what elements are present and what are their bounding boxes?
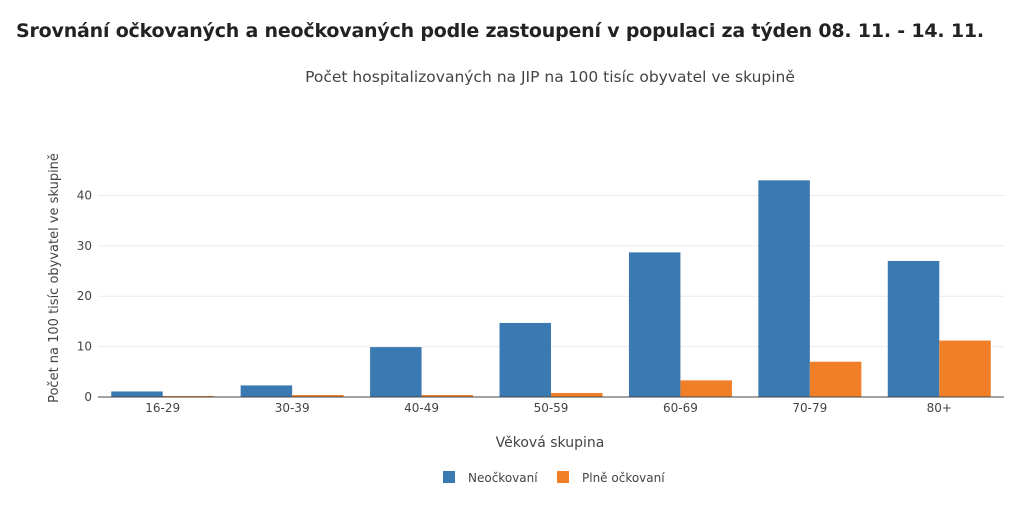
bars	[111, 180, 991, 397]
x-tick-label: 80+	[927, 401, 952, 415]
bar-plne-ockovani-50-59[interactable]	[551, 392, 603, 397]
x-tick-label: 50-59	[534, 401, 569, 415]
y-axis-ticks: 0 10 20 30 40	[77, 188, 92, 404]
bar-neockovani-70-79[interactable]	[758, 180, 810, 397]
x-tick-label: 70-79	[792, 401, 827, 415]
legend-label[interactable]: Plně očkovaní	[582, 471, 665, 485]
bar-plne-ockovani-16-29[interactable]	[162, 395, 215, 397]
x-tick-label: 30-39	[275, 401, 310, 415]
x-tick-label: 40-49	[404, 401, 439, 415]
x-axis-label: Věková skupina	[496, 435, 605, 451]
chart-title: Počet hospitalizovaných na JIP na 100 ti…	[305, 68, 795, 86]
bar-plne-ockovani-80+[interactable]	[939, 340, 991, 397]
bar-neockovani-80+[interactable]	[887, 260, 940, 397]
x-tick-label: 60-69	[663, 401, 698, 415]
legend-swatch[interactable]	[443, 471, 455, 483]
bar-neockovani-30-39[interactable]	[240, 385, 293, 397]
y-tick-label: 40	[77, 188, 92, 202]
legend: Neočkovaní Plně očkovaní	[443, 471, 665, 485]
bar-neockovani-50-59[interactable]	[499, 322, 552, 397]
y-tick-label: 0	[84, 390, 92, 404]
y-axis-label: Počet na 100 tisíc obyvatel ve skupině	[47, 153, 62, 403]
y-tick-label: 30	[77, 239, 92, 253]
bar-plne-ockovani-30-39[interactable]	[292, 394, 344, 397]
x-axis-ticks: 16-29 30-39 40-49 50-59 60-69 70-79 80+	[145, 401, 952, 415]
y-tick-label: 10	[77, 340, 92, 354]
page-heading: Srovnání očkovaných a neočkovaných podle…	[16, 20, 984, 42]
bar-plne-ockovani-70-79[interactable]	[809, 361, 862, 397]
bar-neockovani-60-69[interactable]	[628, 252, 681, 397]
bar-neockovani-40-49[interactable]	[370, 347, 422, 397]
bar-neockovani-16-29[interactable]	[111, 391, 163, 397]
legend-swatch[interactable]	[557, 471, 569, 483]
bar-plne-ockovani-40-49[interactable]	[421, 394, 474, 397]
bar-plne-ockovani-60-69[interactable]	[680, 380, 732, 397]
legend-label[interactable]: Neočkovaní	[468, 471, 538, 485]
y-tick-label: 20	[77, 289, 92, 303]
x-tick-label: 16-29	[145, 401, 180, 415]
